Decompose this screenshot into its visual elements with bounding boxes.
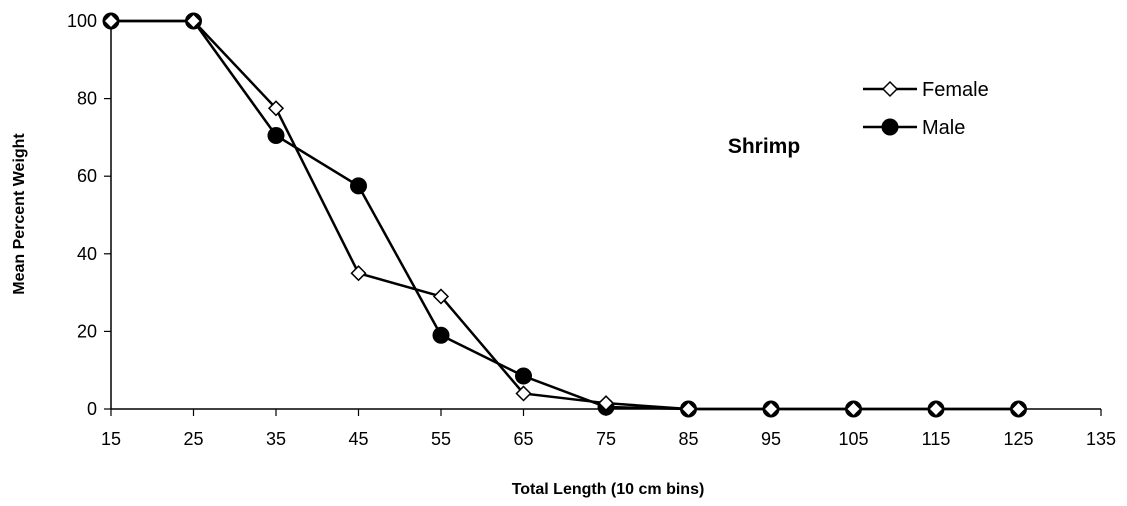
chart-annotation: Shrimp xyxy=(728,135,800,158)
legend-item-male: Male xyxy=(863,117,965,139)
series-female xyxy=(102,12,1027,418)
data-point-female xyxy=(680,400,697,418)
ticks: 15 25 35 45 55 65 75 85 95 105 115 125 135 0 20 40 60 80 1… xyxy=(67,11,1116,449)
series-layer xyxy=(102,12,1027,418)
data-point-female xyxy=(432,288,450,305)
y-tick-label: 20 xyxy=(77,321,97,341)
y-tick-label: 0 xyxy=(87,399,97,419)
x-tick-label: 65 xyxy=(513,429,533,449)
data-point-male xyxy=(432,326,450,344)
legend-item-female: Female xyxy=(863,79,989,101)
data-point-male xyxy=(515,367,532,385)
x-tick-label: 25 xyxy=(183,429,203,449)
x-tick-label: 135 xyxy=(1086,429,1116,449)
x-tick-label: 95 xyxy=(761,429,781,449)
y-tick-label: 80 xyxy=(77,89,97,109)
x-tick-label: 55 xyxy=(431,429,451,449)
y-tick-label: 40 xyxy=(77,244,97,264)
data-point-male xyxy=(350,177,367,195)
x-axis-label: Total Length (10 cm bins) xyxy=(512,481,705,498)
data-point-female xyxy=(267,100,285,117)
legend: Female Male xyxy=(863,79,989,139)
y-tick-label: 100 xyxy=(67,11,97,31)
legend-marker-male xyxy=(881,118,899,136)
data-point-male xyxy=(267,126,285,144)
data-point-female xyxy=(185,12,202,30)
x-tick-label: 75 xyxy=(596,429,616,449)
x-tick-label: 15 xyxy=(101,429,121,449)
y-axis-label: Mean Percent Weight xyxy=(11,133,28,295)
x-tick-label: 105 xyxy=(838,429,868,449)
data-point-female xyxy=(515,385,532,402)
x-tick-label: 125 xyxy=(1003,429,1033,449)
x-tick-label: 85 xyxy=(678,429,698,449)
data-point-female xyxy=(350,265,367,282)
legend-marker-female xyxy=(881,80,899,98)
series-line-female xyxy=(111,19,1019,411)
data-point-female xyxy=(1010,400,1027,418)
data-point-female xyxy=(597,395,615,412)
y-tick-label: 60 xyxy=(77,166,97,186)
legend-label-female: Female xyxy=(922,79,989,101)
data-point-female xyxy=(927,400,945,418)
data-point-female xyxy=(845,400,862,418)
x-tick-label: 115 xyxy=(922,429,951,449)
data-point-female xyxy=(102,12,120,30)
x-tick-label: 45 xyxy=(348,429,368,449)
legend-label-male: Male xyxy=(922,117,965,139)
data-point-female xyxy=(762,400,780,418)
x-tick-label: 35 xyxy=(266,429,286,449)
